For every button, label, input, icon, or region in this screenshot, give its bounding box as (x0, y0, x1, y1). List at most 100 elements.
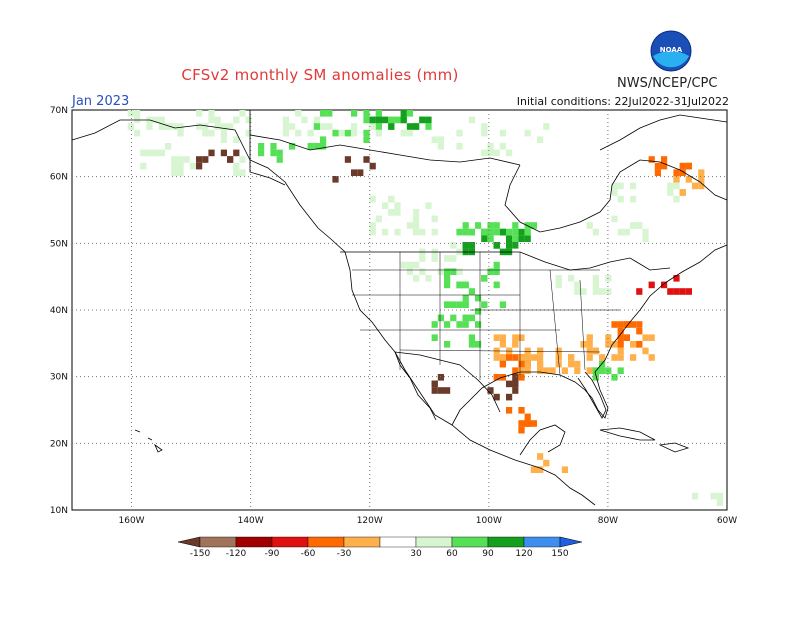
anomaly-cell (152, 116, 159, 124)
anomaly-cell (611, 182, 618, 190)
colorbar-label: -30 (337, 549, 352, 559)
anomaly-cell (375, 129, 382, 137)
anomaly-cell (518, 334, 525, 341)
anomaly-cell (611, 189, 618, 196)
anomaly-cell (487, 143, 494, 150)
anomaly-cell (475, 341, 482, 348)
anomaly-cell (406, 222, 413, 229)
anomaly-cell (239, 110, 246, 117)
anomaly-cell (512, 222, 519, 229)
anomaly-cell (375, 123, 382, 130)
anomaly-cell (450, 255, 457, 262)
anomaly-cell (444, 321, 451, 328)
anomaly-cell (171, 162, 178, 170)
anomaly-cell (177, 129, 184, 137)
anomaly-cell (475, 294, 482, 302)
anomaly-cell (233, 162, 240, 170)
anomaly-cell (648, 334, 655, 341)
anomaly-cell (475, 222, 482, 229)
anomaly-cell (673, 182, 680, 190)
anomaly-cell (431, 255, 438, 262)
anomaly-cell (220, 129, 227, 137)
anomaly-cell (493, 222, 500, 229)
anomaly-cell (586, 347, 593, 355)
anomaly-cell (537, 136, 544, 143)
anomaly-cell (152, 149, 159, 157)
anomaly-cell (617, 182, 624, 190)
anomaly-cell (506, 393, 513, 401)
anomaly-cell (171, 123, 178, 130)
agency-label: NWS/NCEP/CPC (617, 76, 718, 91)
anomaly-cell (307, 129, 314, 137)
anomaly-cell (444, 275, 451, 282)
anomaly-cell (617, 321, 624, 328)
anomaly-cell (561, 367, 568, 374)
anomaly-cell (468, 288, 475, 295)
anomaly-cell (518, 360, 525, 368)
x-axis-ticks: 160W 140W 120W 100W 80W 60W (119, 516, 738, 526)
anomaly-cell (282, 116, 289, 124)
anomaly-cell (599, 354, 606, 361)
anomaly-cell (512, 374, 519, 381)
anomaly-cell (400, 116, 407, 124)
anomaly-cell (487, 228, 494, 236)
anomaly-cell (382, 202, 389, 209)
anomaly-cell (568, 360, 575, 368)
anomaly-cell (586, 367, 593, 374)
anomaly-cell (456, 321, 463, 328)
anomaly-cell (586, 354, 593, 361)
y-tick-label: 10N (50, 506, 68, 516)
anomaly-cell (456, 268, 463, 275)
anomaly-cell (419, 268, 426, 275)
anomaly-cell (648, 156, 655, 163)
anomaly-cell (165, 143, 172, 150)
anomaly-cell (419, 255, 426, 262)
map-title: CFSv2 monthly SM anomalies (mm) (181, 66, 459, 84)
anomaly-cell (518, 228, 525, 236)
anomaly-cell (375, 116, 382, 124)
anomaly-cell (419, 228, 426, 236)
coastline-west (71, 119, 596, 506)
colorbar-label: 90 (482, 549, 494, 559)
y-tick-label: 20N (50, 439, 68, 449)
anomaly-cell (202, 156, 209, 163)
anomaly-cell (524, 347, 531, 355)
anomaly-cell (499, 129, 506, 137)
anomaly-cell (524, 420, 531, 427)
anomaly-cell (450, 301, 457, 308)
anomaly-cell (444, 341, 451, 348)
anomaly-cell (679, 162, 686, 170)
anomaly-cell (685, 176, 692, 183)
anomaly-cell (332, 129, 339, 137)
anomaly-cell (623, 228, 630, 236)
anomaly-cell (208, 110, 215, 117)
anomaly-cell (431, 215, 438, 223)
anomaly-cell (642, 347, 649, 355)
colorbar-arrow-high (559, 536, 583, 548)
y-tick-label: 30N (50, 373, 68, 383)
anomaly-cell (611, 374, 618, 381)
anomaly-cell (512, 242, 519, 249)
anomaly-cell (177, 123, 184, 130)
anomaly-cell (320, 123, 327, 130)
anomaly-cell (555, 360, 562, 368)
anomaly-cell (568, 275, 575, 282)
anomaly-cell (537, 347, 544, 355)
anomaly-cell (146, 123, 153, 130)
anomaly-cell (431, 380, 438, 388)
coastline-baja (394, 351, 437, 421)
anomaly-cell (444, 268, 451, 275)
anomaly-cell (475, 308, 482, 315)
anomaly-cell (295, 129, 302, 137)
anomaly-cell (561, 466, 568, 473)
y-axis-ticks: 70N 60N 50N 40N 30N 20N 10N (50, 106, 68, 516)
anomaly-cells (127, 110, 723, 506)
anomaly-cell (617, 195, 624, 203)
anomaly-cell (493, 281, 500, 289)
anomaly-cell (196, 110, 203, 117)
anomaly-cell (636, 222, 643, 229)
anomaly-cell (524, 413, 531, 421)
anomaly-cell (220, 123, 227, 130)
anomaly-cell (543, 123, 550, 130)
border-us-mexico (394, 351, 501, 413)
